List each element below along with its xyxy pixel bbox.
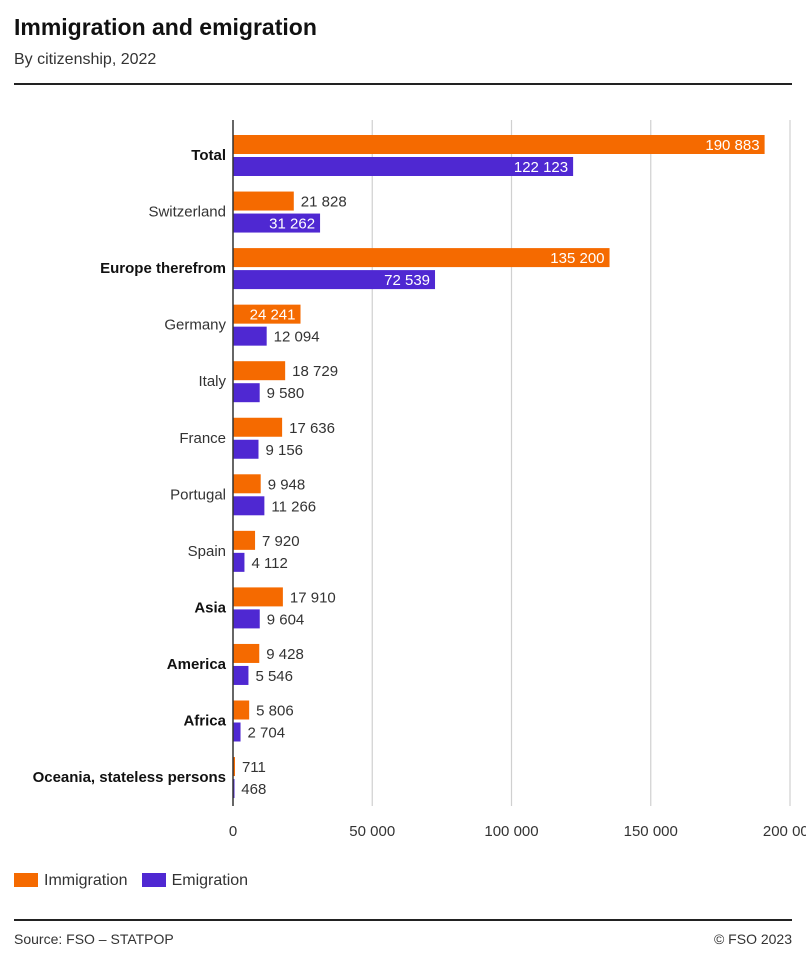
legend-swatch: [14, 873, 38, 887]
category-label: America: [167, 656, 227, 673]
x-tick-label: 200 000: [763, 823, 806, 840]
legend-item-emigration: Emigration: [141, 872, 249, 890]
legend-swatch: [141, 873, 166, 887]
data-label: 9 948: [268, 476, 306, 493]
category-label: Asia: [194, 599, 226, 616]
bar-immigration: [233, 191, 294, 211]
top-divider: [14, 83, 792, 85]
data-label: 72 539: [384, 272, 430, 289]
bar-immigration: [233, 135, 765, 154]
bar-immigration: [233, 757, 235, 777]
category-label: Africa: [183, 713, 226, 730]
bar-chart: 0 50 000 100 000 150 000 200 000 Total 190 883…: [33, 120, 806, 840]
data-label: 11 266: [271, 498, 316, 515]
bar-emigration: [233, 496, 265, 516]
legend-label: Emigration: [171, 872, 249, 889]
bar-emigration: [233, 157, 574, 176]
category-label: Spain: [188, 543, 226, 560]
data-label: 21 828: [301, 194, 347, 211]
category-label: Italy: [198, 373, 226, 390]
data-label: 122 123: [514, 159, 568, 176]
data-label: 18 729: [292, 363, 338, 380]
bar-emigration: [233, 383, 260, 403]
bar-emigration: [233, 326, 267, 346]
data-label: 24 241: [250, 307, 296, 324]
bar-immigration: [233, 530, 256, 550]
category-label: France: [179, 430, 226, 447]
bar-emigration: [233, 665, 249, 685]
bar-emigration: [233, 270, 436, 290]
category-label: Germany: [164, 317, 226, 334]
x-tick-label: 150 000: [624, 823, 678, 840]
bar-immigration: [233, 643, 260, 663]
x-tick-label: 50 000: [349, 823, 395, 840]
copyright: © FSO 2023: [713, 931, 792, 947]
bar-immigration: [233, 304, 301, 324]
data-label: 7 920: [262, 533, 300, 550]
data-label: 9 156: [265, 442, 303, 459]
data-label: 468: [241, 781, 266, 798]
data-label: 17 636: [289, 420, 335, 437]
x-tick-label: 100 000: [484, 823, 538, 840]
data-label: 17 910: [290, 589, 336, 606]
data-label: 135 200: [550, 250, 604, 267]
data-label: 12 094: [274, 329, 320, 346]
bottom-divider: [14, 919, 792, 921]
data-label: 190 883: [705, 137, 759, 154]
legend-item-immigration: Immigration: [14, 872, 128, 890]
data-label: 4 112: [251, 555, 287, 572]
chart-title: Immigration and emigration: [14, 14, 317, 40]
bar-emigration: [233, 722, 241, 742]
chart-subtitle: By citizenship, 2022: [14, 51, 157, 68]
data-label: 9 604: [267, 611, 305, 628]
category-label: Europe therefrom: [100, 260, 226, 277]
category-label: Oceania, stateless persons: [33, 769, 226, 786]
data-label: 711: [242, 759, 266, 776]
bar-immigration: [233, 248, 610, 268]
bar-emigration: [233, 439, 259, 459]
data-label: 5 546: [255, 668, 293, 685]
bar-immigration: [233, 700, 250, 720]
data-label: 9 428: [266, 646, 304, 663]
x-tick-label: 0: [229, 823, 237, 840]
legend-label: Immigration: [44, 872, 128, 889]
bar-immigration: [233, 474, 261, 494]
bar-emigration: [233, 552, 245, 572]
data-label: 2 704: [248, 725, 286, 742]
category-label: Total: [191, 147, 226, 164]
bar-immigration: [233, 417, 283, 437]
bar-emigration: [233, 609, 260, 629]
category-label: Portugal: [170, 486, 226, 503]
source-note: Source: FSO – STATPOP: [14, 931, 174, 947]
bar-immigration: [233, 361, 286, 381]
bar-immigration: [233, 587, 283, 607]
bar-emigration: [233, 213, 321, 233]
legend: Immigration Emigration: [14, 872, 248, 890]
data-label: 5 806: [256, 703, 294, 720]
category-label: Switzerland: [148, 204, 226, 221]
data-label: 9 580: [267, 385, 305, 402]
data-label: 31 262: [269, 216, 315, 233]
